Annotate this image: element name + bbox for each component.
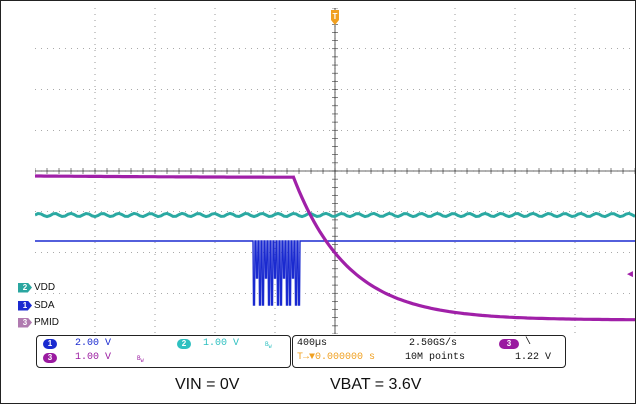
channel-name: PMID: [34, 317, 59, 328]
record-length: 10M points: [405, 352, 466, 363]
ch1-tag-icon: 1: [18, 300, 32, 311]
sample-rate: 2.50GS/s: [409, 338, 458, 349]
trigger-slope-icon: \: [525, 337, 532, 348]
ch2-vdd-trace: [35, 211, 635, 219]
caption-vin: VIN = 0V: [175, 376, 240, 393]
caption-vbat: VBAT = 3.6V: [330, 376, 422, 393]
ch2-bw-icon: BW: [265, 341, 272, 351]
trigger-position-marker: T: [331, 10, 339, 25]
ch1-scale: 2.00 V: [75, 338, 112, 349]
ch3-bw-icon: BW: [137, 355, 144, 365]
ch1-badge: 1: [43, 339, 57, 349]
ch1-sda-trace: [35, 240, 635, 306]
trigger-level-icon: ◄: [625, 269, 635, 280]
horizontal-settings-panel: 400µs T→▼0.000000 s 2.50GS/s 10M points …: [292, 335, 566, 368]
channel-name: SDA: [34, 300, 55, 311]
scope-display: T: [35, 8, 635, 334]
channel-name: VDD: [34, 282, 56, 293]
channel-label-pmid: 3 PMID: [18, 317, 59, 328]
ch3-tag-icon: 3: [18, 317, 32, 328]
ch2-scale: 1.00 V: [203, 338, 240, 349]
graticule: [35, 8, 635, 334]
trigger-source-badge: 3: [499, 339, 519, 349]
trigger-position: T→▼0.000000 s: [297, 352, 376, 363]
ch3-pmid-trace: [35, 174, 635, 322]
vertical-settings-panel: 1 2.00 V 3 1.00 V BW 2 1.00 V BW: [36, 335, 291, 368]
trigger-level: 1.22 V: [515, 352, 552, 363]
channel-label-sda: 1 SDA: [18, 300, 55, 311]
trigger-marker-label: T: [333, 12, 338, 21]
ch2-badge: 2: [177, 339, 191, 349]
ch2-tag-icon: 2: [18, 282, 32, 293]
ch3-scale: 1.00 V: [75, 352, 112, 363]
trigger-marker-icon: [331, 10, 339, 25]
channel-label-vdd: 2 VDD: [18, 282, 55, 293]
status-bar: 1 2.00 V 3 1.00 V BW 2 1.00 V BW 400µs T…: [34, 335, 635, 368]
timebase: 400µs: [297, 338, 328, 349]
ch3-badge: 3: [43, 353, 57, 363]
waveform-plot: T: [35, 8, 635, 334]
